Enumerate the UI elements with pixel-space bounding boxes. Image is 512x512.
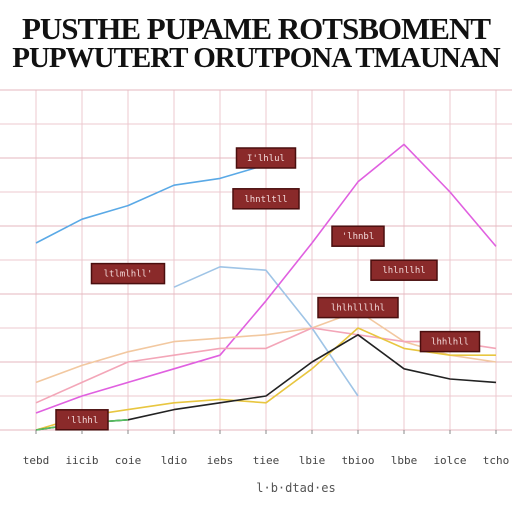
annotation-box: [419, 330, 481, 353]
annotation-box: [90, 262, 166, 285]
annotation-box: [317, 296, 399, 319]
x-tick-label: coie: [115, 454, 142, 467]
x-tick-label: iolce: [433, 454, 466, 467]
annotation-label: I'lhlul: [247, 154, 285, 164]
annotation-5: lhlhllllhl: [317, 296, 399, 319]
annotation-4: lhlnllhl: [370, 259, 438, 281]
series-line-2: [35, 143, 497, 414]
series-line-1: [173, 266, 359, 397]
series-line-3: [35, 310, 497, 384]
chart-title-line-1: PUSTHE PUPAME ROTSBOMENT: [21, 12, 491, 46]
annotation-label: 'lhnbl: [342, 232, 375, 242]
x-tick-label: ldio: [161, 454, 188, 467]
annotation-label: lhhlhll: [431, 338, 469, 348]
series-layer: [35, 143, 497, 431]
x-tick-label: tbioo: [341, 454, 374, 467]
x-axis-label: l·b·dtad·es: [256, 481, 335, 495]
chart-title-line-2: PUPWUTERT ORUTPONA TMAUNAN: [12, 42, 501, 74]
annotation-box: [235, 147, 297, 169]
annotation-label: lhlhllllhl: [331, 304, 385, 314]
annotation-0: I'lhlul: [235, 147, 297, 169]
series-line-0: [35, 164, 267, 244]
annotation-box: [331, 225, 385, 247]
annotation-layer: I'lhlul lhntltll 'lhnbl ltlmlhll' lhlnllhl lh…: [55, 147, 481, 431]
annotation-box: [55, 409, 109, 431]
x-tick-label: iebs: [207, 454, 234, 467]
annotation-1: lhntltll: [232, 188, 300, 210]
x-tick-label: lbbe: [391, 454, 418, 467]
series-line-5: [35, 327, 496, 431]
annotation-label: lhlnllhl: [382, 266, 425, 276]
series-line-4: [35, 327, 497, 404]
annotation-box: [232, 188, 300, 210]
annotation-3: ltlmlhll': [90, 262, 166, 285]
annotation-label: ltlmlhll': [104, 270, 153, 280]
x-tick-label: iicib: [65, 454, 98, 467]
annotation-6: lhhlhll: [419, 330, 481, 353]
annotation-box: [370, 259, 438, 281]
annotation-label: lhntltll: [244, 195, 287, 205]
x-tick-label: lbie: [299, 454, 326, 467]
annotation-2: 'lhnbl: [331, 225, 385, 247]
x-axis: tebd iicib coie ldio iebs tiee lbie tbioo lbbe io…: [23, 430, 510, 467]
annotation-7: 'llhhl: [55, 409, 109, 431]
x-tick-label: tiee: [253, 454, 280, 467]
x-tick-label: tebd: [23, 454, 50, 467]
x-tick-label: tcho: [483, 454, 510, 467]
annotation-label: 'llhhl: [66, 416, 99, 426]
